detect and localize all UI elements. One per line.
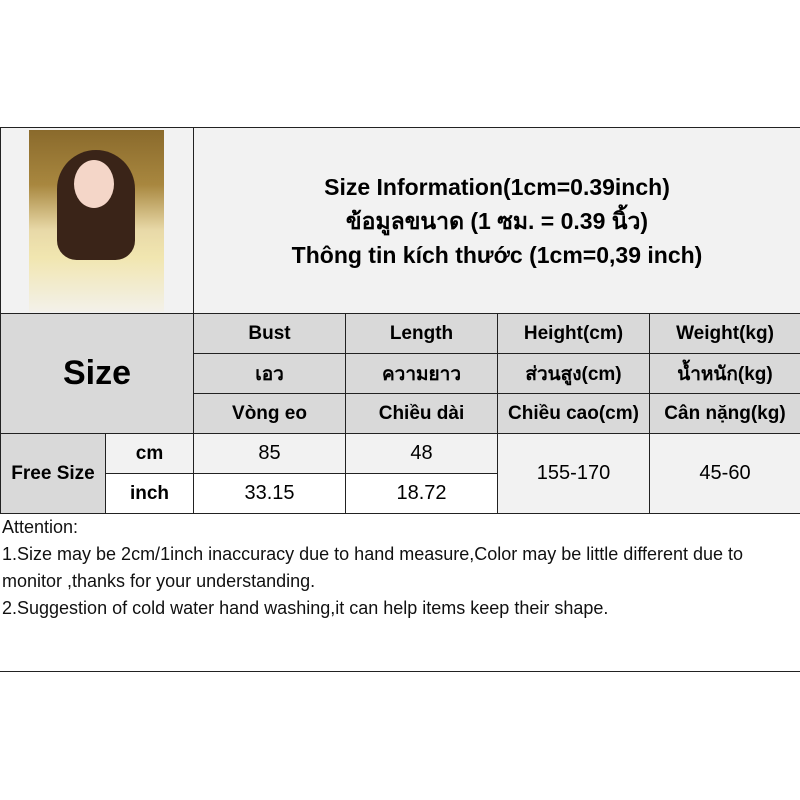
header-height-en: Height(cm) bbox=[497, 313, 650, 354]
header-height-vi: Chiều cao(cm) bbox=[497, 393, 650, 434]
title-th: ข้อมูลขนาด (1 ซม. = 0.39 นิ้ว) bbox=[345, 207, 649, 234]
note-2: 2.Suggestion of cold water hand washing,… bbox=[2, 598, 609, 618]
bottom-divider bbox=[0, 671, 800, 672]
unit-cm: cm bbox=[105, 433, 194, 474]
header-bust-en: Bust bbox=[193, 313, 346, 354]
unit-inch: inch bbox=[105, 473, 194, 514]
cell-bust-cm: 85 bbox=[193, 433, 346, 474]
row-label-free-size: Free Size bbox=[0, 433, 106, 514]
size-header: Size bbox=[0, 313, 194, 434]
product-photo bbox=[29, 130, 164, 312]
header-length-en: Length bbox=[345, 313, 498, 354]
header-length-th: ความยาว bbox=[345, 353, 498, 394]
header-weight-vi: Cân nặng(kg) bbox=[649, 393, 800, 434]
header-weight-en: Weight(kg) bbox=[649, 313, 800, 354]
header-length-vi: Chiều dài bbox=[345, 393, 498, 434]
header-bust-th: เอว bbox=[193, 353, 346, 394]
cell-length-inch: 18.72 bbox=[345, 473, 498, 514]
cell-bust-inch: 33.15 bbox=[193, 473, 346, 514]
cell-height: 155-170 bbox=[497, 433, 650, 514]
note-1: 1.Size may be 2cm/1inch inaccuracy due t… bbox=[2, 544, 744, 591]
title-vi: Thông tin kích thước (1cm=0,39 inch) bbox=[291, 241, 703, 268]
header-bust-vi: Vòng eo bbox=[193, 393, 346, 434]
title-en: Size Information(1cm=0.39inch) bbox=[324, 173, 670, 200]
cell-weight: 45-60 bbox=[649, 433, 800, 514]
title-cell: Size Information(1cm=0.39inch) ข้อมูลขนา… bbox=[193, 127, 800, 314]
cell-length-cm: 48 bbox=[345, 433, 498, 474]
header-height-th: ส่วนสูง(cm) bbox=[497, 353, 650, 394]
header-weight-th: น้ำหนัก(kg) bbox=[649, 353, 800, 394]
attention-heading: Attention: bbox=[2, 517, 79, 537]
